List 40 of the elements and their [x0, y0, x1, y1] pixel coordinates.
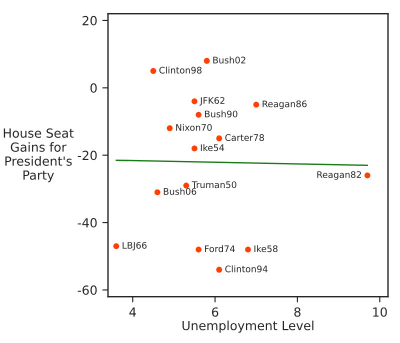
- annotation: Bush06: [164, 188, 196, 195]
- annotation: Reagan86: [262, 100, 307, 110]
- annotation: Nixon70: [176, 124, 212, 131]
- point: [113, 243, 120, 250]
- point: [204, 58, 210, 64]
- y-tick-label: 20: [82, 16, 97, 26]
- y-tick-label: 0: [90, 83, 97, 93]
- point: [154, 189, 160, 196]
- y-axis-title: House Seat Gains for President's Party: [4, 128, 74, 182]
- annotation: Carter78: [225, 134, 264, 141]
- point: [166, 125, 173, 132]
- x-tick-label: 8: [294, 307, 301, 317]
- point: [216, 266, 222, 273]
- annotation: Bush02: [213, 56, 246, 64]
- x-tick-label: 6: [212, 307, 218, 317]
- x-tick-label: 10: [373, 307, 387, 317]
- annotation: Clinton94: [225, 265, 268, 272]
- annotation: LBJ66: [122, 242, 147, 250]
- point: [364, 172, 370, 178]
- y-tick-label: -40: [78, 218, 97, 228]
- x-axis-title: Unemployment Level: [182, 320, 314, 333]
- point: [196, 112, 202, 118]
- annotation: Clinton98: [159, 66, 202, 74]
- y-tick-label: -60: [78, 285, 97, 295]
- x-tick-label: 4: [129, 307, 136, 317]
- annotation: Truman50: [192, 181, 236, 188]
- annotation: Ford74: [205, 245, 235, 252]
- y-tick-label: -20: [78, 150, 97, 160]
- point: [216, 135, 222, 142]
- annotation: Reagan82: [317, 171, 361, 180]
- point: [253, 102, 260, 108]
- point: [192, 146, 198, 152]
- point: [245, 246, 251, 252]
- point: [150, 68, 156, 74]
- point: [196, 246, 202, 252]
- point: [192, 98, 198, 104]
- annotation: Bush90: [205, 110, 238, 118]
- annotation: Ike58: [254, 245, 278, 252]
- annotation: Ike54: [200, 144, 224, 152]
- annotation: JFK62: [200, 97, 224, 106]
